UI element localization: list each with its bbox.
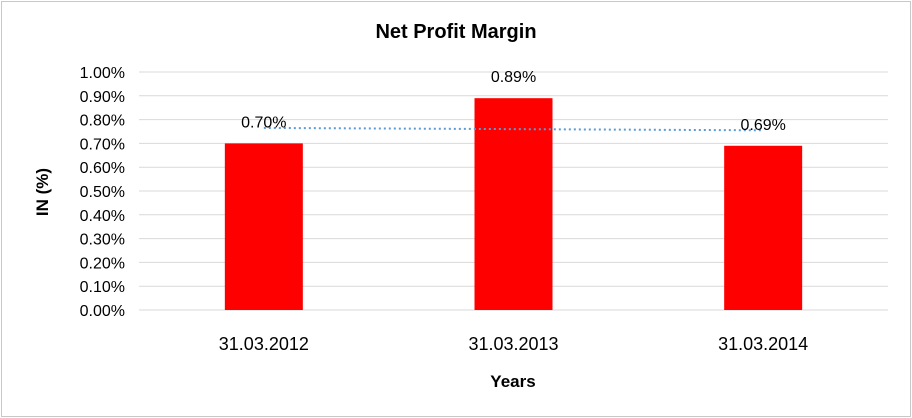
data-label: 0.69% <box>740 117 785 134</box>
data-labels: 0.70% 0.89% 0.69% <box>241 69 786 134</box>
x-axis-title: Years <box>490 372 535 391</box>
y-tick-label: 0.40% <box>80 208 125 225</box>
y-tick-label: 0.30% <box>80 232 125 249</box>
data-label: 0.89% <box>491 69 536 86</box>
chart-title: Net Profit Margin <box>375 21 536 43</box>
y-tick-label: 0.80% <box>80 113 125 130</box>
bar <box>724 145 803 310</box>
y-tick-label: 0.60% <box>80 160 125 177</box>
x-tick-label: 31.03.2012 <box>219 334 309 354</box>
trendline <box>263 126 764 132</box>
y-axis-title: IN (%) <box>33 168 52 216</box>
x-tick-label: 31.03.2013 <box>468 334 558 354</box>
x-tick-label: 31.03.2014 <box>718 334 808 354</box>
x-axis-ticks: 31.03.2012 31.03.2013 31.03.2014 <box>219 334 808 354</box>
y-tick-label: 0.20% <box>80 255 125 272</box>
y-tick-label: 0.50% <box>80 184 125 201</box>
trendline-path <box>263 126 764 132</box>
bar <box>474 98 553 311</box>
bar <box>224 143 303 310</box>
y-tick-label: 0.00% <box>80 303 125 320</box>
y-tick-label: 0.90% <box>80 89 125 106</box>
y-tick-label: 0.70% <box>80 136 125 153</box>
y-axis-ticks: 0.00% 0.10% 0.20% 0.30% 0.40% 0.50% 0.60% 0.70%… <box>80 65 125 320</box>
y-tick-label: 0.10% <box>80 279 125 296</box>
bars <box>224 98 803 311</box>
data-label: 0.70% <box>241 114 286 131</box>
y-tick-label: 1.00% <box>80 65 125 82</box>
